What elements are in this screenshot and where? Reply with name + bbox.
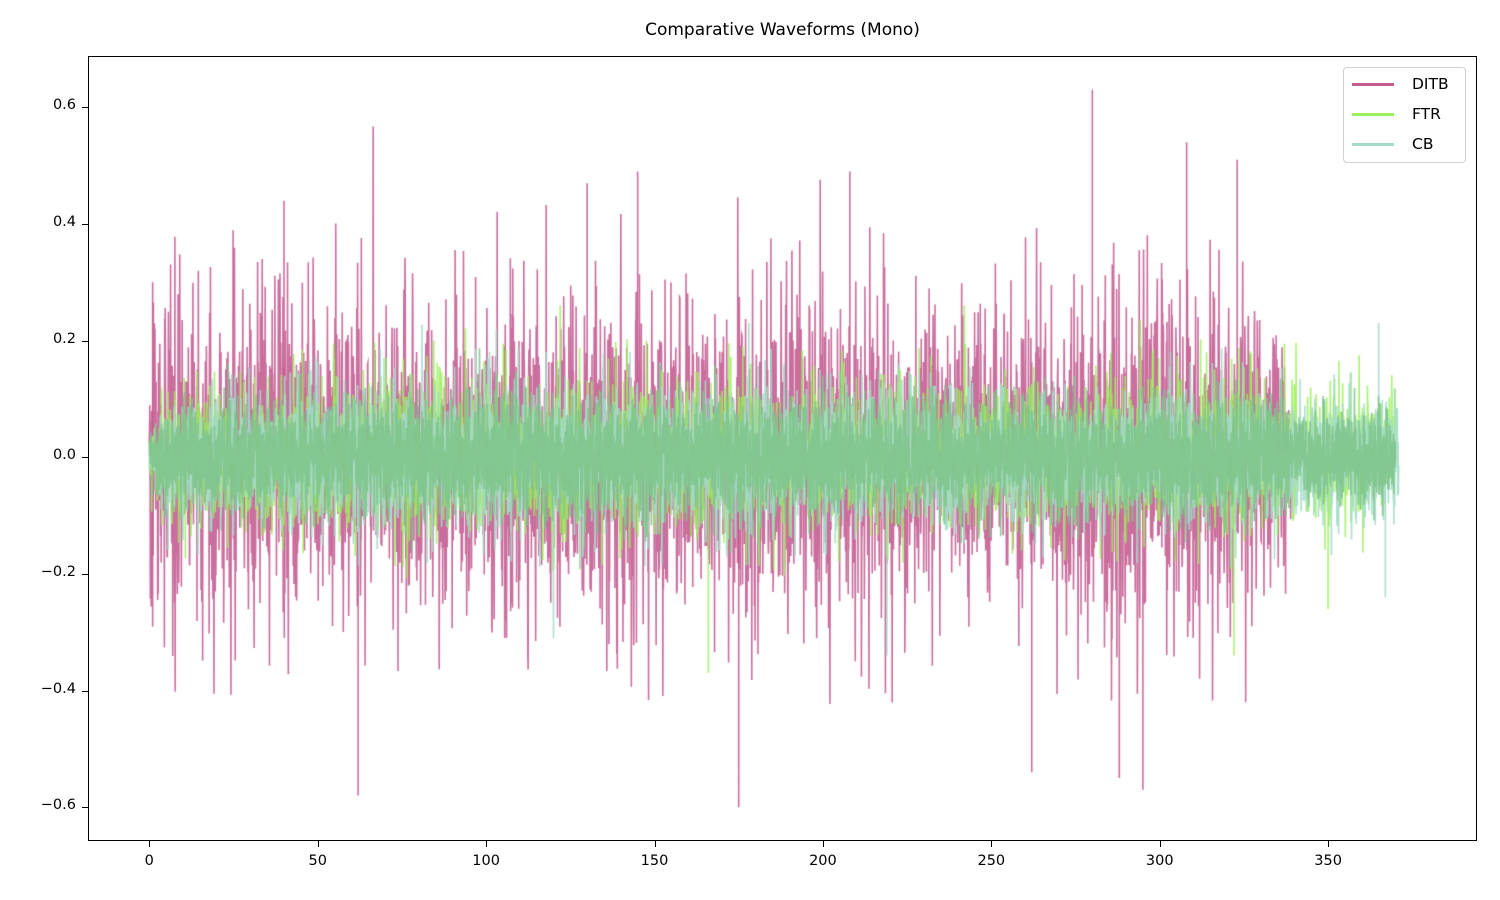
x-tick-mark <box>149 841 151 847</box>
x-tick-mark <box>486 841 488 847</box>
chart-title: Comparative Waveforms (Mono) <box>645 20 920 40</box>
x-tick-label: 100 <box>472 853 500 869</box>
y-tick-label: −0.2 <box>40 563 76 580</box>
y-tick-label: 0.4 <box>52 213 76 230</box>
x-tick-mark <box>654 841 656 847</box>
y-tick-mark <box>82 223 88 225</box>
legend-label: DITB <box>1412 75 1449 93</box>
y-tick-mark <box>82 807 88 809</box>
y-tick-label: 0.2 <box>52 330 76 347</box>
legend-label: CB <box>1412 135 1434 153</box>
y-tick-mark <box>82 107 88 109</box>
legend-item-cb: CB <box>1352 134 1433 154</box>
legend-swatch-cb-icon <box>1352 142 1394 146</box>
x-tick-label: 50 <box>308 853 327 869</box>
y-tick-label: −0.6 <box>40 797 76 814</box>
x-tick-label: 300 <box>1145 853 1174 869</box>
axes-frame <box>88 56 1477 841</box>
x-tick-mark <box>317 841 319 847</box>
legend-item-ftr: FTR <box>1352 104 1441 124</box>
y-tick-mark <box>82 573 88 575</box>
x-tick-mark <box>822 841 824 847</box>
legend: DITB FTR CB <box>1343 67 1466 163</box>
y-tick-label: 0.6 <box>52 97 76 114</box>
x-tick-label: 200 <box>809 853 837 869</box>
legend-label: FTR <box>1412 105 1441 123</box>
x-tick-mark <box>991 841 993 847</box>
x-tick-mark <box>1328 841 1330 847</box>
y-tick-label: 0.0 <box>52 447 76 464</box>
y-tick-label: −0.4 <box>40 680 76 697</box>
y-tick-mark <box>82 690 88 692</box>
legend-swatch-ftr-icon <box>1352 112 1394 116</box>
legend-item-ditb: DITB <box>1352 74 1449 94</box>
waveform-plot-area <box>88 56 1477 841</box>
x-tick-label: 0 <box>144 853 154 869</box>
x-tick-mark <box>1159 841 1161 847</box>
x-tick-label: 350 <box>1314 853 1342 869</box>
legend-swatch-ditb-icon <box>1352 82 1394 86</box>
x-tick-label: 150 <box>640 853 669 869</box>
y-tick-mark <box>82 340 88 342</box>
x-tick-label: 250 <box>977 853 1006 869</box>
y-tick-mark <box>82 457 88 459</box>
